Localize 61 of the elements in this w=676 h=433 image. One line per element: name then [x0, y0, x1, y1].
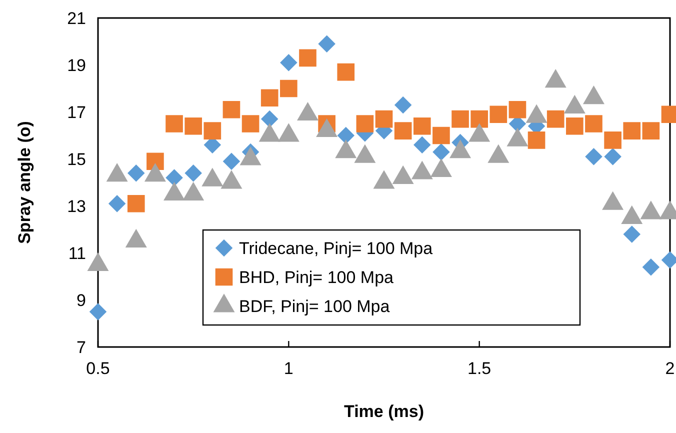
point — [337, 126, 354, 144]
point — [490, 106, 508, 124]
y-tick-label: 13 — [67, 197, 86, 216]
point — [337, 63, 355, 81]
point — [528, 132, 546, 149]
point — [127, 194, 145, 212]
y-tick-label: 19 — [67, 56, 86, 75]
y-tick-label: 7 — [76, 338, 86, 357]
point — [128, 164, 145, 182]
point — [585, 115, 602, 132]
point — [470, 110, 488, 128]
y-tick-label: 21 — [67, 9, 86, 28]
point — [299, 49, 316, 67]
point — [318, 35, 336, 52]
point — [260, 89, 278, 107]
x-tick-label: 1.5 — [468, 359, 492, 378]
point — [222, 100, 240, 118]
point — [222, 152, 240, 170]
point — [623, 122, 641, 140]
point — [204, 122, 222, 140]
point — [585, 148, 602, 166]
point — [89, 303, 107, 320]
point — [414, 136, 431, 154]
point — [546, 110, 564, 128]
x-tick-label: 0.5 — [86, 359, 110, 378]
point — [146, 152, 164, 170]
y-tick-label: 15 — [67, 150, 86, 169]
point — [242, 115, 260, 132]
point — [642, 258, 660, 276]
point — [432, 126, 450, 144]
point — [604, 148, 622, 166]
point — [108, 195, 126, 212]
point — [642, 122, 660, 140]
x-axis-title: Time (ms) — [344, 402, 424, 421]
x-tick-label: 1 — [284, 359, 294, 378]
y-axis-title: Spray angle (o) — [15, 121, 34, 244]
legend-label: BDF, Pinj= 100 Mpa — [239, 297, 390, 316]
point — [623, 226, 640, 243]
point — [566, 117, 584, 135]
point — [280, 54, 298, 72]
point — [394, 122, 412, 140]
y-tick-label: 9 — [76, 291, 86, 310]
point — [280, 80, 298, 98]
x-tick-label: 2 — [665, 359, 675, 378]
point — [452, 110, 469, 128]
y-tick-label: 11 — [68, 244, 86, 263]
point — [356, 115, 374, 132]
legend-label: BHD, Pinj= 100 Mpa — [239, 268, 394, 287]
point — [184, 117, 202, 135]
point — [260, 110, 278, 128]
point — [432, 143, 450, 161]
point — [166, 169, 183, 186]
point — [184, 164, 202, 182]
point — [375, 110, 393, 128]
legend-label: Tridecane, Pinj= 100 Mpa — [239, 239, 434, 258]
point — [166, 115, 183, 132]
point — [508, 100, 526, 118]
point — [413, 117, 431, 135]
point — [394, 96, 412, 114]
point — [604, 132, 622, 149]
y-tick-label: 17 — [67, 103, 86, 122]
